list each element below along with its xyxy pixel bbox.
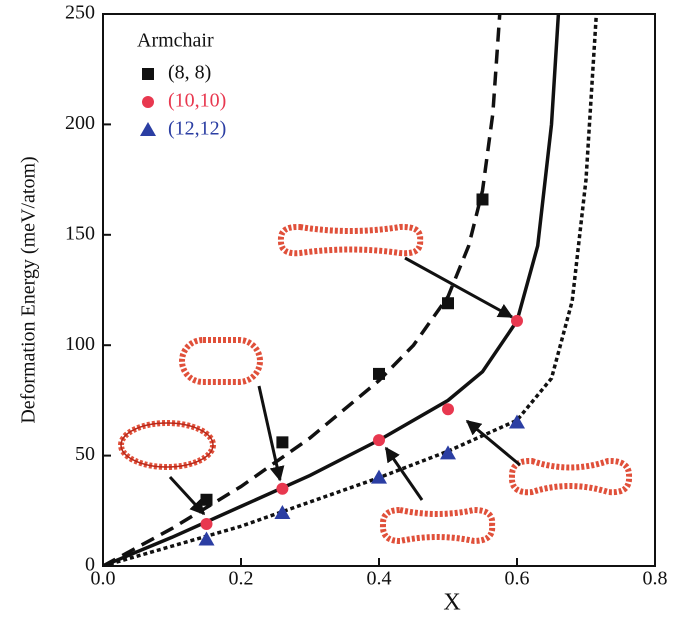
- marker-circle: [442, 403, 454, 416]
- tube-stadium: [179, 337, 263, 385]
- legend-label: (10,10): [168, 90, 226, 112]
- y-tick-label: 50: [75, 443, 95, 465]
- legend-marker: [142, 96, 154, 108]
- marker-triangle: [509, 414, 525, 429]
- y-tick-label: 250: [65, 2, 95, 24]
- marker-circle: [511, 314, 523, 327]
- fit-curve: [103, 14, 599, 566]
- y-tick-label: 200: [65, 112, 95, 134]
- x-tick-label: 0.4: [367, 568, 392, 590]
- arrow: [404, 256, 514, 319]
- legend-marker: [142, 68, 154, 80]
- x-axis-label: X: [443, 590, 460, 616]
- arrows: [168, 256, 521, 516]
- marker-triangle: [274, 505, 291, 520]
- legend-marker: [140, 122, 156, 136]
- arrow: [257, 385, 285, 482]
- arrow: [465, 419, 521, 467]
- arrow: [384, 446, 424, 501]
- y-tick-label: 150: [65, 222, 95, 244]
- marker-circle: [276, 482, 289, 495]
- marker-square: [200, 493, 213, 506]
- marker-triangle: [198, 531, 215, 546]
- marker-triangle: [440, 445, 456, 460]
- marker-square: [276, 436, 289, 449]
- x-tick-label: 0.0: [91, 568, 116, 590]
- marker-square: [442, 297, 454, 310]
- marker-square: [476, 193, 489, 206]
- y-axis-label: Deformation Energy (meV/atom): [18, 156, 40, 423]
- legend-label: (8, 8): [168, 62, 211, 84]
- y-tick-label: 100: [65, 333, 95, 355]
- tube-flat: [277, 223, 424, 257]
- legend-label: (12,12): [168, 118, 226, 140]
- marker-circle: [373, 434, 385, 447]
- marker-square: [373, 367, 385, 380]
- x-tick-label: 0.6: [505, 568, 530, 590]
- arrow: [168, 475, 206, 516]
- marker-triangle: [371, 469, 387, 484]
- x-tick-label: 0.8: [643, 568, 668, 590]
- nanotube-illustrations: [118, 223, 633, 545]
- legend-title: Armchair: [137, 30, 214, 52]
- fit-curve: [103, 14, 561, 566]
- y-tick-label: 0: [85, 554, 95, 576]
- x-tick-label: 0.2: [229, 568, 254, 590]
- marker-circle: [200, 518, 213, 531]
- tube-ellipse-outline: [120, 422, 214, 468]
- tube-peanut: [379, 506, 496, 545]
- plot-area: [103, 14, 599, 566]
- fit-curve: [103, 14, 502, 566]
- tube-peanut-right: [508, 457, 633, 496]
